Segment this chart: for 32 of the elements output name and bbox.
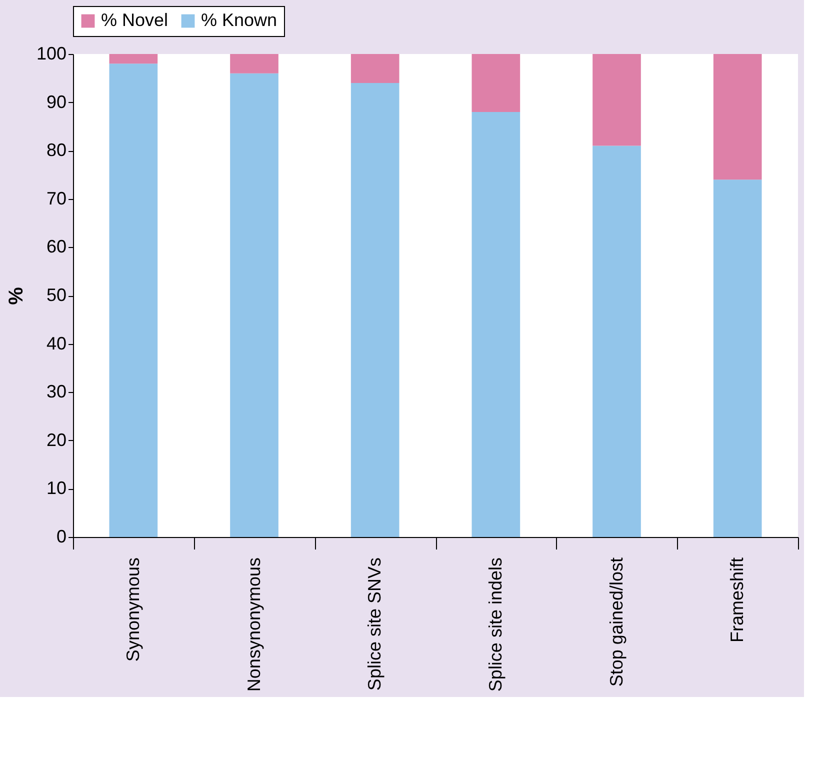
x-tick-label: Synonymous	[122, 558, 143, 662]
y-tick-label: 30	[46, 382, 66, 402]
x-tick-label: Splice site SNVs	[364, 558, 385, 691]
x-tick-label: Frameshift	[727, 558, 748, 643]
bar	[713, 180, 762, 537]
y-tick-label: 80	[46, 140, 66, 160]
y-axis-title: %	[5, 286, 28, 305]
bar	[109, 64, 158, 537]
y-tick-label: 10	[46, 478, 66, 498]
bar	[230, 54, 278, 74]
bar	[230, 73, 278, 537]
bar	[350, 54, 400, 83]
bar	[350, 82, 400, 537]
y-tick-label: 90	[46, 92, 66, 112]
bar	[713, 54, 762, 180]
x-tick-label: Splice site indels	[485, 558, 506, 692]
x-tick-label: Nonsynonymous	[244, 558, 264, 692]
legend-label: % Known	[201, 10, 278, 30]
y-tick-label: 60	[46, 236, 66, 257]
x-tick-label: Stop gained/lost	[606, 558, 626, 687]
y-tick-label: 50	[46, 285, 66, 305]
bar	[472, 112, 520, 537]
y-tick-label: 40	[46, 333, 66, 354]
y-tick-label: 0	[56, 526, 66, 546]
bar	[472, 54, 520, 112]
y-tick-label: 100	[36, 44, 66, 64]
y-tick-label: 70	[46, 188, 66, 208]
legend-label: % Novel	[101, 10, 168, 30]
bar	[592, 54, 641, 146]
bar	[592, 146, 641, 537]
bar	[109, 54, 158, 64]
y-tick-label: 20	[46, 430, 66, 450]
